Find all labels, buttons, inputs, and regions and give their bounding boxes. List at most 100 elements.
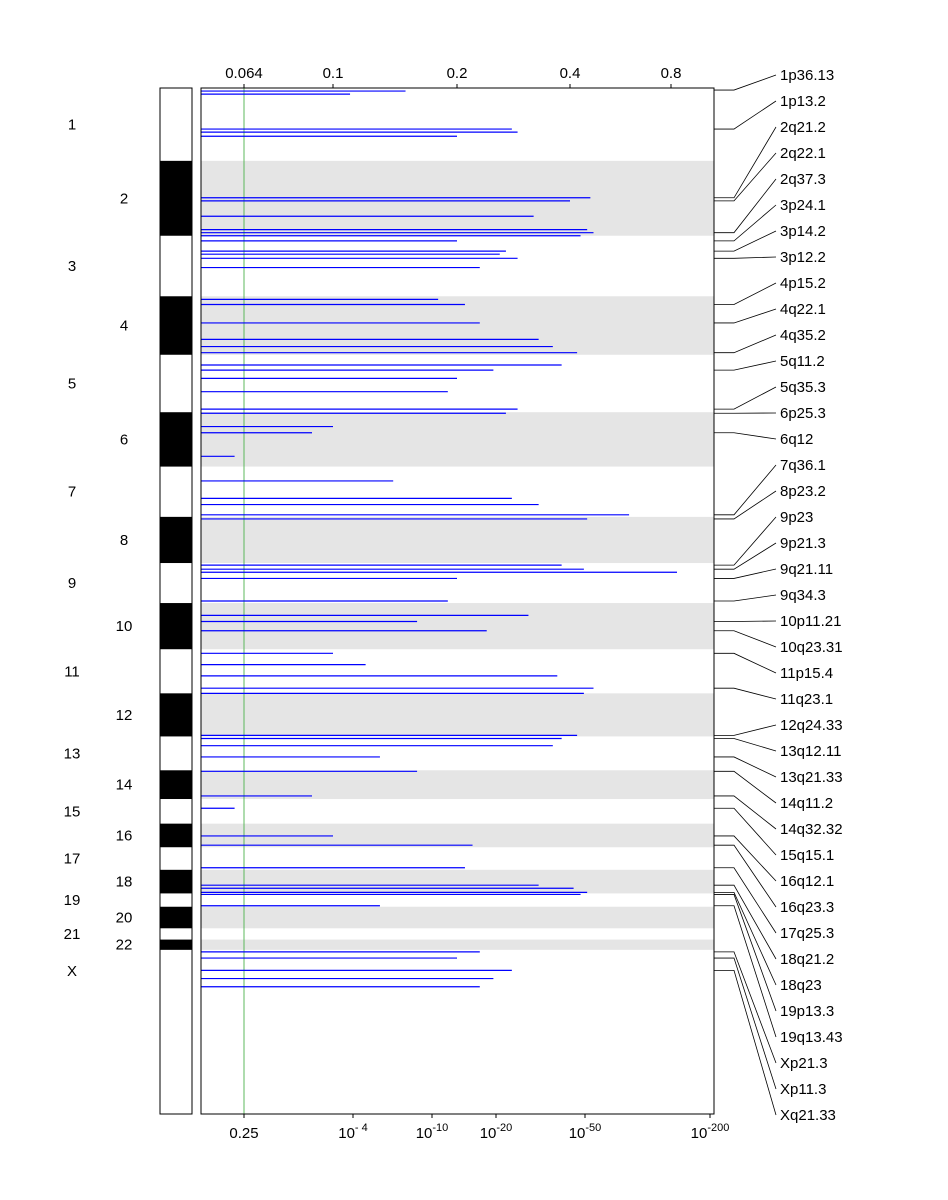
cytoband-label: 4p15.2 (780, 275, 826, 292)
cytoband-leader-line (714, 687, 777, 700)
chromosome-label-19: 19 (64, 892, 81, 909)
cytoband-label: 15q15.1 (780, 847, 834, 864)
cytoband-annotations: 1p36.13 1p13.2 2q21.2 2q22.1 2q37.3 3p24.1 3p1… (714, 67, 843, 1124)
cytoband-leader-line (714, 620, 777, 622)
cytoband-label: 14q32.32 (780, 821, 843, 838)
chromosome-label-18: 18 (116, 874, 133, 891)
top-tick-label: 0.064 (225, 65, 263, 82)
bottom-tick-label: 10- 4 (338, 1122, 368, 1142)
chromosome-label-9: 9 (68, 575, 76, 592)
cytoband-label: 2q21.2 (780, 119, 826, 136)
chromosome-label-8: 8 (120, 532, 128, 549)
band-shade-chr-18 (201, 869, 714, 894)
cytoband-label: 9q21.11 (780, 561, 833, 578)
cytoband-leader-line (714, 204, 777, 242)
cytoband-label: 2q22.1 (780, 145, 826, 162)
cytoband-leader-line (714, 756, 777, 778)
cytoband-leader-line (714, 594, 777, 602)
cytoband-leader-line (714, 432, 777, 440)
cytoband-leader-line (714, 807, 777, 856)
band-shade-chr-16 (201, 823, 714, 848)
cytoband-label: 13q21.33 (780, 769, 843, 786)
cytoband-label: 14q11.2 (780, 795, 833, 812)
chromosome-label-15: 15 (64, 803, 81, 820)
ideogram-segment-chr-20 (160, 906, 192, 929)
cytoband-leader-line (714, 230, 777, 252)
band-shade-chr-6 (201, 412, 714, 467)
top-axis: 0.064 0.1 0.2 0.4 0.8 (225, 65, 681, 88)
band-shade-chr-22 (201, 939, 714, 950)
cytoband-label: 6q12 (780, 431, 813, 448)
cytoband-leader-line (714, 652, 777, 674)
chromosome-label-12: 12 (116, 707, 133, 724)
cytoband-leader-line (714, 568, 777, 579)
cytoband-leader-line (714, 957, 777, 1090)
cytoband-label: Xp11.3 (780, 1081, 826, 1098)
cytoband-label: 17q25.3 (780, 925, 834, 942)
top-tick-label: 0.8 (661, 65, 682, 82)
cytoband-leader-line (714, 256, 777, 259)
cytoband-label: 18q21.2 (780, 951, 834, 968)
bottom-axis: 0.25 10- 4 10-10 10-20 10-50 10-200 (229, 1114, 729, 1142)
ideogram-segment-chr-6 (160, 412, 192, 467)
chromosome-label-4: 4 (120, 318, 128, 335)
cytoband-leader-line (714, 867, 777, 934)
cytoband-label: 5q35.3 (780, 379, 826, 396)
cytoband-leader-line (714, 360, 777, 371)
cytoband-label: 3p14.2 (780, 223, 826, 240)
band-shade-chr-8 (201, 516, 714, 564)
chromosome-label-11: 11 (64, 663, 80, 680)
cytoband-leader-line (714, 724, 777, 736)
cytoband-label: 19q13.43 (780, 1029, 843, 1046)
cytoband-label: 6p25.3 (780, 405, 826, 422)
ideogram-segment-chr-16 (160, 823, 192, 848)
top-tick-label: 0.1 (323, 65, 344, 82)
chromosome-label-21: 21 (64, 926, 81, 943)
band-shade-chr-10 (201, 603, 714, 650)
cytoband-leader-line (714, 490, 777, 520)
cytoband-label: 5q11.2 (780, 353, 825, 370)
cytoband-leader-line (714, 891, 777, 986)
cytoband-label: 3p24.1 (780, 197, 826, 214)
cytoband-label: 4q22.1 (780, 301, 826, 318)
cytoband-leader-line (714, 464, 777, 516)
ideogram-segment-chr-2 (160, 160, 192, 236)
cytoband-label: 9p21.3 (780, 535, 826, 552)
cytoband-label: 19p13.3 (780, 1003, 834, 1020)
band-shade-chr-4 (201, 296, 714, 355)
cytoband-leader-line (714, 738, 777, 752)
cytoband-label: 10p11.21 (780, 613, 841, 630)
chromosome-label-7: 7 (68, 484, 76, 501)
cytoband-leader-line (714, 884, 777, 960)
bottom-tick-label: 0.25 (229, 1125, 258, 1142)
cytoband-leader-line (714, 542, 777, 570)
cytoband-leader-line (714, 334, 777, 354)
cytoband-leader-line (714, 386, 777, 410)
cytoband-label: 9p23 (780, 509, 813, 526)
chromosome-label-3: 3 (68, 258, 76, 275)
cytoband-label: 11p15.4 (780, 665, 833, 682)
chromosome-label-22: 22 (116, 937, 133, 954)
cytoband-label: 12q24.33 (780, 717, 843, 734)
cytoband-label: Xp21.3 (780, 1055, 828, 1072)
chromosome-label-6: 6 (120, 431, 128, 448)
bottom-tick-label: 10-200 (691, 1122, 730, 1142)
cytoband-leader-line (714, 74, 777, 91)
band-shade-chr-14 (201, 770, 714, 800)
ideogram-segment-chr-10 (160, 603, 192, 650)
top-tick-label: 0.2 (447, 65, 468, 82)
ideogram-segment-chr-8 (160, 516, 192, 564)
cytoband-leader-line (714, 835, 777, 882)
cytoband-label: 16q23.3 (780, 899, 834, 916)
ideogram-outline (159, 87, 193, 1115)
cytoband-leader-line (714, 178, 777, 234)
ideogram-segment-chr-4 (160, 296, 192, 355)
cytoband-leader-line (714, 844, 777, 908)
chromosome-label-X: X (67, 963, 77, 980)
chromosome-label-16: 16 (116, 827, 133, 844)
cytoband-label: 8p23.2 (780, 483, 826, 500)
ideogram-segment-chr-22 (160, 939, 192, 950)
cytoband-label: 13q12.11 (780, 743, 841, 760)
bottom-tick-label: 10-50 (569, 1122, 602, 1142)
